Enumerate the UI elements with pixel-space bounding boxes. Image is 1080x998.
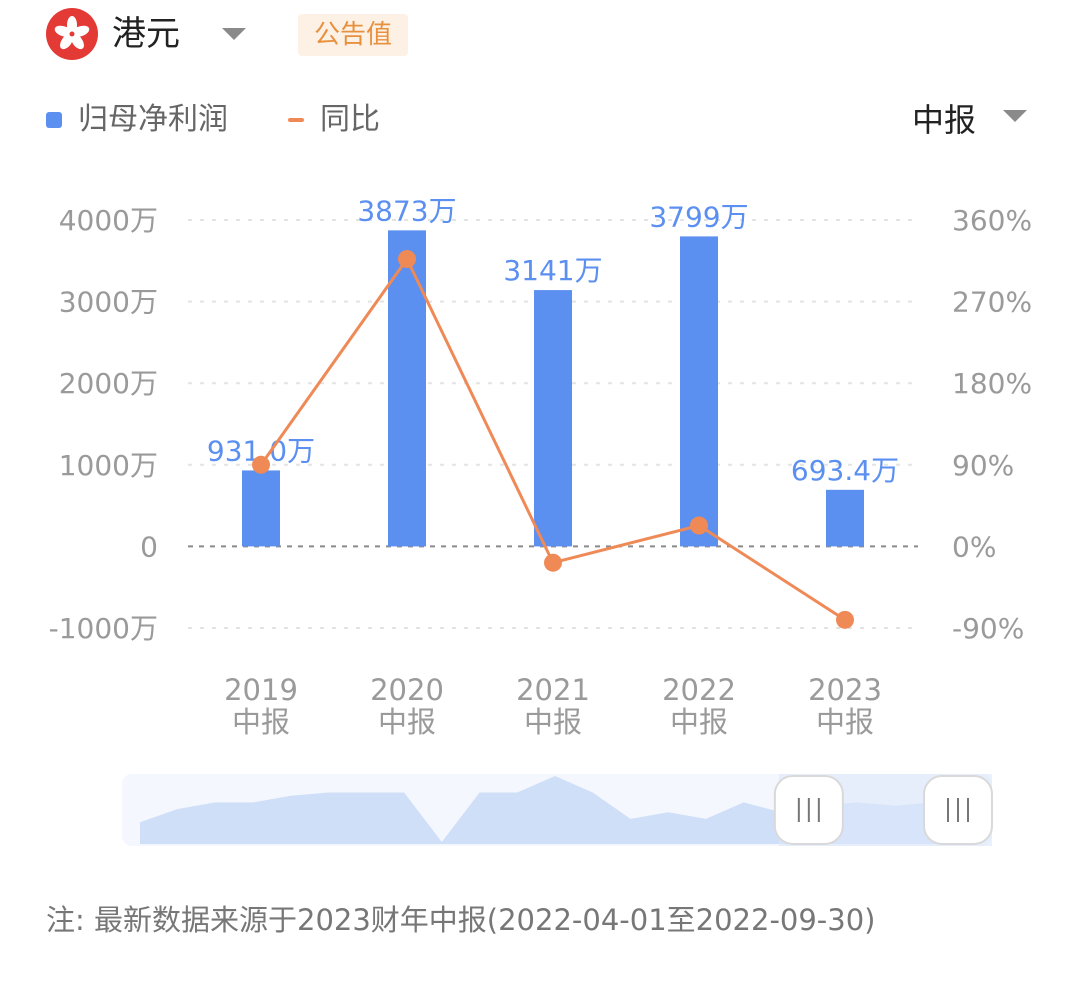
bar	[680, 236, 718, 547]
currency-selector[interactable]: 港元	[112, 14, 180, 54]
y-left-tick-label: 4000万	[59, 204, 158, 237]
y-axis-right: 360% 270% 180% 90% 0% -90%	[952, 204, 1032, 645]
footnote: 注: 最新数据来源于2023财年中报(2022-04-01至2022-09-30…	[46, 903, 876, 937]
bar	[534, 290, 572, 547]
y-right-tick-label: 180%	[952, 367, 1032, 400]
x-tick-label: 中报	[232, 705, 290, 739]
x-tick-label: 中报	[524, 705, 582, 739]
y-right-tick-label: 0%	[952, 530, 996, 563]
currency-chevron-down-icon[interactable]	[222, 28, 246, 40]
chart-canvas: 4000万 3000万 2000万 1000万 0 -1000万 360% 270% 180%…	[49, 194, 1032, 846]
slider-preview-area	[140, 776, 970, 844]
x-tick-label: 中报	[670, 705, 728, 739]
bar-data-label: 693.4万	[791, 454, 899, 487]
legend-bar-swatch-icon	[46, 112, 62, 128]
x-tick-label: 2020	[370, 673, 444, 707]
period-selector[interactable]: 中报	[912, 101, 977, 139]
chart-header: 港元 公告值	[0, 0, 1080, 80]
x-tick-label: 2021	[516, 673, 590, 707]
bar-data-label: 3873万	[357, 194, 456, 227]
bar	[826, 489, 864, 547]
y-right-tick-label: 270%	[952, 286, 1032, 319]
y-left-tick-label: 2000万	[59, 367, 158, 400]
period-chevron-down-icon[interactable]	[1003, 110, 1027, 122]
x-tick-label: 2022	[662, 673, 736, 707]
bar	[242, 470, 280, 547]
line-point	[836, 610, 854, 629]
bar-data-label: 3799万	[649, 200, 748, 233]
x-tick-label: 中报	[378, 705, 436, 739]
legend-line-swatch-icon	[288, 118, 304, 122]
y-left-tick-label: 0	[140, 530, 158, 563]
line-point	[690, 516, 708, 535]
y-left-tick-label: 1000万	[59, 449, 158, 482]
line-series	[252, 249, 854, 629]
range-slider[interactable]	[122, 774, 993, 846]
line-point	[544, 553, 562, 572]
slider-handle-left[interactable]	[773, 775, 844, 845]
hong-kong-flag-icon	[46, 8, 98, 60]
y-right-tick-label: 360%	[952, 204, 1032, 237]
announcement-value-badge: 公告值	[298, 14, 409, 56]
line-point	[252, 455, 270, 474]
x-tick-label: 2019	[224, 673, 298, 707]
legend-label-net-profit: 归母净利润	[78, 102, 228, 137]
y-right-tick-label: 90%	[952, 449, 1014, 482]
x-tick-label: 2023	[808, 673, 882, 707]
x-tick-label: 中报	[816, 705, 874, 739]
legend-label-yoy: 同比	[320, 102, 380, 137]
y-left-tick-label: 3000万	[59, 286, 158, 319]
y-left-tick-label: -1000万	[49, 612, 158, 645]
y-axis-left: 4000万 3000万 2000万 1000万 0 -1000万	[49, 204, 158, 645]
slider-handle-right[interactable]	[923, 775, 993, 845]
line-point	[398, 249, 416, 268]
y-right-tick-label: -90%	[952, 612, 1024, 645]
bar-data-label: 3141万	[503, 254, 602, 287]
